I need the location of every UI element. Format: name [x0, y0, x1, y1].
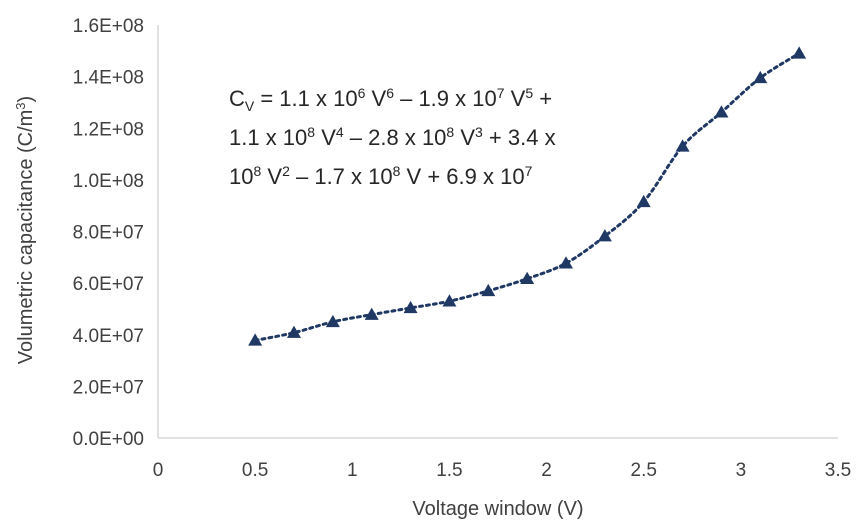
eq1-e-sup: 5 — [525, 85, 533, 101]
data-point-triangle — [364, 307, 379, 320]
eq2-c: – 2.8 x 10 — [344, 125, 447, 150]
eq3-d: V + 6.9 x 10 — [400, 164, 524, 189]
data-point-triangle — [792, 46, 807, 59]
eq2-a: 1.1 x 10 — [229, 125, 307, 150]
eq1-e: V — [505, 86, 526, 111]
eq3-b-sup: 2 — [282, 163, 290, 179]
y-tick-label: 6.0E+07 — [73, 274, 144, 295]
y-tick-labels: 0.0E+00 2.0E+07 4.0E+07 6.0E+07 8.0E+07 1.0E+… — [73, 16, 144, 450]
x-tick-label: 3 — [736, 460, 747, 481]
data-markers — [248, 46, 807, 346]
eq2-d: V — [454, 125, 475, 150]
data-point-triangle — [559, 256, 573, 269]
eq1-a: C — [229, 86, 245, 111]
equation-line-3: 108 V2 – 1.7 x 108 V + 6.9 x 107 — [229, 163, 533, 189]
y-tick-label: 2.0E+07 — [73, 377, 144, 398]
eq2-e: + 3.4 x — [483, 125, 556, 150]
equation-line-1: CV = 1.1 x 106 V6 – 1.9 x 107 V5 + — [229, 85, 552, 114]
y-tick-label: 1.6E+08 — [73, 16, 144, 37]
eq3-c-sup: 8 — [393, 163, 401, 179]
data-point-triangle — [325, 314, 340, 328]
x-tick-label: 2 — [541, 460, 552, 481]
y-tick-label: 0.0E+00 — [73, 429, 144, 450]
y-tick-label: 8.0E+07 — [73, 223, 144, 244]
eq1-c: V — [365, 86, 386, 111]
eq1-d: – 1.9 x 10 — [394, 86, 497, 111]
data-point-triangle — [714, 105, 729, 118]
y-axis-title-end: ) — [15, 96, 37, 103]
x-tick-label: 1 — [347, 460, 358, 481]
x-tick-label: 3.5 — [825, 460, 851, 481]
eq1-d-sup: 7 — [497, 85, 505, 101]
y-tick-label: 4.0E+07 — [73, 326, 144, 347]
x-tick-label: 0.5 — [242, 460, 268, 481]
eq2-a-sup: 8 — [307, 124, 315, 140]
data-point-triangle — [287, 325, 301, 338]
eq1-b: = 1.1 x 10 — [254, 86, 357, 111]
x-tick-label: 0 — [153, 460, 164, 481]
y-tick-label: 1.4E+08 — [73, 68, 144, 89]
eq3-b: V — [261, 164, 282, 189]
x-tick-labels: 0 0.5 1 1.5 2 2.5 3 3.5 — [153, 460, 852, 481]
x-tick-label: 1.5 — [436, 460, 462, 481]
data-point-triangle — [597, 229, 612, 242]
data-point-triangle — [442, 294, 457, 307]
y-axis-title: Volumetric capacitance (C/m3) — [13, 96, 37, 364]
eq1-a-sub: V — [245, 98, 255, 114]
data-point-triangle — [481, 283, 496, 297]
x-axis-title: Voltage window (V) — [412, 498, 583, 520]
eq2-b-sup: 4 — [336, 124, 344, 140]
eq2-c-sup: 8 — [446, 124, 454, 140]
data-point-triangle — [636, 194, 651, 208]
eq2-d-sup: 3 — [475, 124, 483, 140]
eq1-f: + — [533, 86, 552, 111]
data-point-triangle — [403, 300, 418, 314]
data-point-triangle — [248, 333, 263, 346]
eq3-d-sup: 7 — [525, 163, 533, 179]
x-tick-label: 2.5 — [631, 460, 657, 481]
eq1-c-sup: 6 — [386, 85, 394, 101]
y-axis-title-main: Volumetric capacitance (C/m — [15, 110, 37, 365]
eq1-b-sup: 6 — [358, 85, 366, 101]
eq3-a-sup: 8 — [253, 163, 261, 179]
data-point-triangle — [675, 139, 690, 152]
y-tick-label: 1.0E+08 — [73, 171, 144, 192]
eq3-a: 10 — [229, 164, 253, 189]
eq2-b: V — [315, 125, 336, 150]
data-point-triangle — [520, 271, 535, 284]
data-point-triangle — [753, 70, 768, 84]
equation-line-2: 1.1 x 108 V4 – 2.8 x 108 V3 + 3.4 x — [229, 124, 556, 150]
y-tick-label: 1.2E+08 — [73, 119, 144, 140]
eq3-c: – 1.7 x 10 — [290, 164, 393, 189]
y-axis-title-sup: 3 — [13, 102, 28, 109]
